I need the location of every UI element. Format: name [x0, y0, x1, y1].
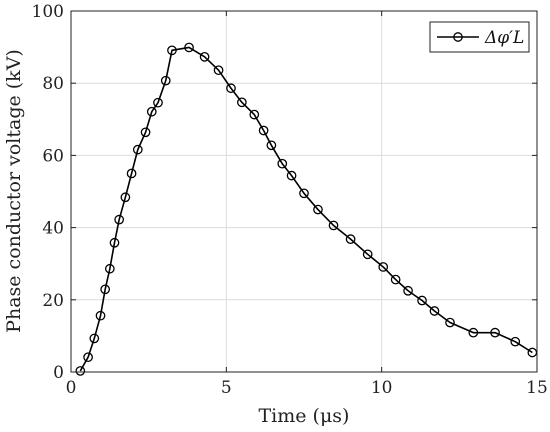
data-point-marker — [390, 274, 401, 285]
data-point-marker — [277, 158, 288, 169]
y-tick-label: 0 — [53, 363, 64, 383]
data-point-marker — [184, 42, 194, 53]
data-point-marker — [226, 83, 236, 94]
series-line — [79, 46, 533, 372]
plot-frame — [70, 10, 538, 373]
data-point-marker — [266, 140, 277, 151]
data-point-marker — [89, 333, 100, 344]
data-point-marker — [345, 234, 356, 245]
data-point-marker — [109, 237, 120, 248]
data-point-marker — [468, 327, 479, 338]
y-tick-label: 60 — [42, 146, 64, 166]
y-tick-label: 20 — [42, 291, 64, 311]
axis-ticks: 0 5 10 15 0 20 40 60 80 100 — [32, 2, 548, 398]
data-point-marker — [299, 188, 309, 199]
data-point-marker — [153, 97, 163, 108]
data-point-marker — [100, 284, 111, 295]
data-point-marker — [249, 109, 260, 120]
data-point-marker — [132, 144, 143, 155]
y-axis-label: Phase conductor voltage (kV) — [3, 49, 25, 333]
data-point-marker — [445, 317, 455, 328]
data-point-marker — [429, 306, 440, 316]
x-axis-label: Time (μs) — [259, 405, 350, 427]
y-tick-label: 100 — [32, 2, 64, 22]
data-point-marker — [75, 366, 86, 376]
data-point-marker — [126, 168, 137, 179]
data-point-marker — [313, 204, 323, 215]
data-point-marker — [146, 106, 157, 117]
data-point-marker — [83, 352, 93, 363]
data-point-marker — [120, 192, 131, 203]
grid-lines — [71, 11, 537, 372]
data-point-marker — [199, 51, 210, 62]
data-point-marker — [490, 327, 500, 338]
plot-background — [71, 11, 537, 372]
y-tick-label: 80 — [42, 74, 64, 94]
data-point-marker — [213, 65, 224, 76]
data-point-marker — [403, 285, 413, 296]
x-tick-label: 10 — [371, 378, 393, 398]
data-point-marker — [362, 249, 373, 260]
data-point-marker — [95, 310, 106, 321]
data-point-marker — [286, 170, 297, 181]
data-point-marker — [258, 125, 269, 136]
data-point-marker — [378, 262, 389, 272]
x-tick-label: 5 — [221, 378, 232, 398]
data-point-marker — [510, 336, 521, 347]
legend: Δφ′L — [429, 21, 530, 53]
legend-entry-label: Δφ′L — [484, 28, 524, 48]
x-tick-label: 15 — [526, 378, 548, 398]
data-point-marker — [167, 45, 177, 56]
data-point-marker — [140, 127, 151, 138]
y-tick-label: 40 — [42, 219, 64, 239]
data-point-marker — [114, 214, 125, 225]
data-point-marker — [237, 97, 247, 108]
x-tick-label: 0 — [66, 378, 77, 398]
data-point-marker — [160, 75, 171, 86]
data-point-marker — [104, 263, 115, 274]
data-point-marker — [417, 295, 427, 306]
legend-marker-sample — [453, 32, 463, 42]
series-layer — [75, 42, 538, 376]
data-point-marker — [328, 220, 339, 231]
